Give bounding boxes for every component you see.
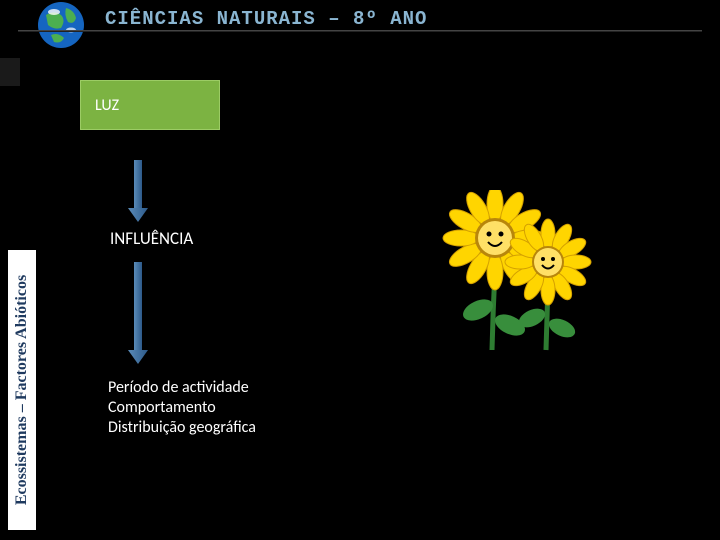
luz-label: LUZ [95, 96, 119, 115]
arrow-down-1 [128, 160, 148, 227]
bookmark-decoration [0, 58, 20, 86]
effects-list: Período de actividade Comportamento Dist… [108, 378, 256, 438]
globe-icon [36, 0, 86, 50]
luz-box: LUZ [80, 80, 220, 130]
arrow-down-2 [128, 262, 148, 369]
effect-line-2: Comportamento [108, 398, 256, 418]
effect-line-1: Período de actividade [108, 378, 256, 398]
influencia-label: INFLUÊNCIA [110, 228, 193, 249]
header-divider [18, 30, 702, 32]
sunflowers-illustration [420, 190, 620, 365]
sidebar-label: Ecossistemas – Factores Abióticos [13, 275, 31, 505]
page-title: CIÊNCIAS NATURAIS – 8º ANO [105, 8, 427, 30]
sidebar: Ecossistemas – Factores Abióticos [8, 250, 36, 530]
effect-line-3: Distribuição geográfica [108, 418, 256, 438]
